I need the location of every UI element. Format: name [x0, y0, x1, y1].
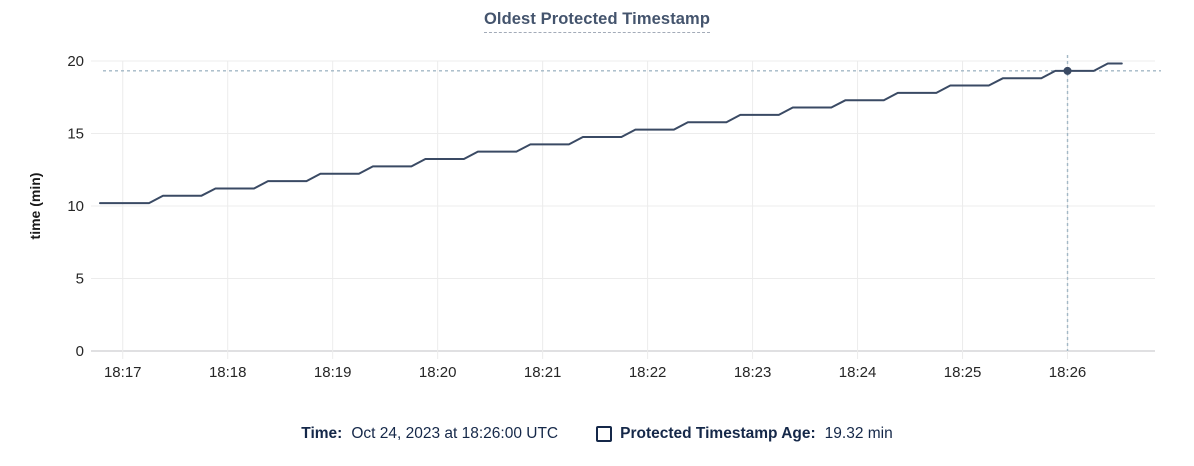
- y-tick-label: 20: [67, 53, 84, 70]
- legend-item-age[interactable]: Protected Timestamp Age: 19.32 min: [596, 421, 893, 447]
- series-line: [99, 62, 1123, 205]
- y-tick-label: 15: [67, 126, 84, 143]
- x-tick-label: 18:25: [944, 364, 982, 381]
- legend-item-time: Time: Oct 24, 2023 at 18:26:00 UTC: [301, 421, 558, 447]
- chart-legend: Time: Oct 24, 2023 at 18:26:00 UTC Prote…: [0, 421, 1194, 447]
- x-tick-label: 18:26: [1049, 364, 1087, 381]
- legend-age-value: 19.32 min: [824, 425, 893, 442]
- legend-time-label: Time:: [301, 425, 343, 442]
- legend-age-label: Protected Timestamp Age:: [620, 425, 816, 442]
- y-tick-label: 10: [67, 198, 84, 215]
- legend-time-value: Oct 24, 2023 at 18:26:00 UTC: [351, 425, 559, 442]
- title-row: Oldest Protected Timestamp: [0, 10, 1194, 33]
- x-tick-label: 18:20: [419, 364, 457, 381]
- chart-title[interactable]: Oldest Protected Timestamp: [483, 10, 711, 33]
- x-tick-label: 18:24: [839, 364, 877, 381]
- line-chart-plot[interactable]: 0 5 10 15 20 18:17 18:18 18:19 18:20 18:21 18:22 18…: [0, 0, 1194, 400]
- legend-series-checkbox[interactable]: [596, 426, 613, 442]
- y-tick-label: 0: [76, 343, 84, 360]
- highlight-dot: [1063, 66, 1072, 75]
- x-tick-label: 18:22: [629, 364, 667, 381]
- x-tick-label: 18:19: [314, 364, 352, 381]
- y-tick-label: 5: [76, 271, 84, 288]
- x-tick-label: 18:23: [734, 364, 772, 381]
- x-tick-label: 18:18: [209, 364, 247, 381]
- x-tick-label: 18:17: [104, 364, 142, 381]
- x-tick-label: 18:21: [524, 364, 562, 381]
